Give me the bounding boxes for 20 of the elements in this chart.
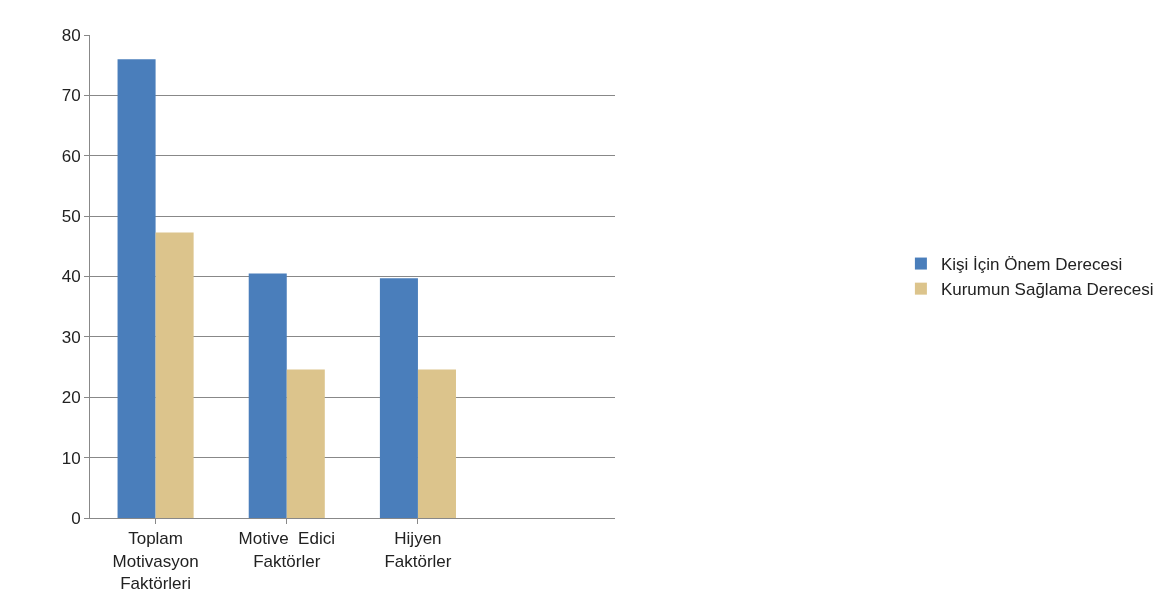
y-tick-label: 60 — [61, 146, 81, 166]
bar — [286, 369, 325, 518]
y-tick-label: 0 — [71, 508, 81, 528]
legend-label: Kişi İçin Önem Derecesi — [940, 255, 1123, 275]
x-tick-label: Toplam Motivasyon Faktörleri — [112, 529, 199, 593]
bar — [248, 273, 287, 518]
legend-label: Kurumun Sağlama Derecesi — [940, 280, 1154, 300]
y-tick-label: 80 — [61, 25, 81, 45]
x-tick-label: Hijyen Faktörler — [384, 529, 452, 571]
y-tick-label: 10 — [61, 448, 81, 468]
y-tick-label: 30 — [61, 327, 81, 347]
bar — [379, 278, 418, 518]
bar — [417, 369, 456, 518]
x-tick-label: Motive Edici Faktörler — [238, 529, 335, 571]
bar — [155, 232, 194, 518]
y-tick-label: 50 — [61, 207, 81, 227]
y-tick-label: 40 — [61, 267, 81, 287]
y-tick-label: 70 — [61, 86, 81, 106]
y-tick-label: 20 — [61, 388, 81, 408]
bar — [117, 59, 156, 518]
